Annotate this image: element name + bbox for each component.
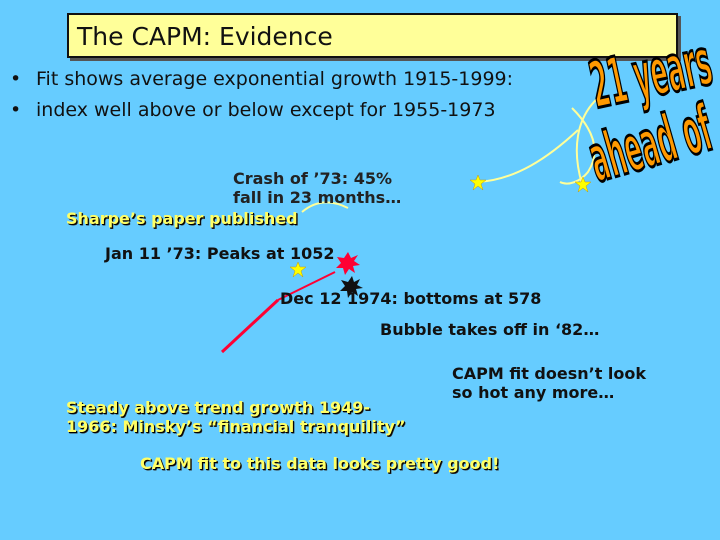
connector-curve [477, 129, 579, 183]
bullet-item: • Fit shows average exponential growth 19… [10, 68, 513, 90]
slide-title: The CAPM: Evidence [77, 22, 333, 51]
star-icon [469, 174, 487, 191]
trend-line [277, 271, 336, 301]
peak-burst-icon [336, 252, 360, 275]
bottom-burst-icon [340, 276, 363, 298]
bullet-dot-icon: • [10, 99, 22, 121]
capm-good-note: CAPM fit to this data looks pretty good! [140, 454, 500, 473]
steady-note: Steady above trend growth 1949- 1966: Mi… [66, 398, 405, 436]
bullet-dot-icon: • [10, 68, 22, 90]
bullet-text: Fit shows average exponential growth 191… [36, 68, 514, 90]
bottom-note: Dec 12 1974: bottoms at 578 [280, 289, 542, 308]
star-icon [574, 176, 592, 193]
crash-note-line: fall in 23 months… [233, 188, 402, 207]
connector-curve [301, 201, 349, 213]
capm-hot-line: so hot any more… [452, 383, 615, 402]
peak-note: Jan 11 ’73: Peaks at 1052 [105, 244, 335, 263]
sharpe-note: Sharpe’s paper published [66, 209, 298, 228]
bubble-note: Bubble takes off in ‘82… [380, 320, 600, 339]
crash-note: Crash of ’73: 45% fall in 23 months… [233, 169, 401, 207]
crash-note-line: Crash of ’73: 45% [233, 169, 393, 188]
steady-note-line: 1966: Minsky’s “financial tranquility” [66, 417, 406, 436]
capm-hot-note: CAPM fit doesn’t look so hot any more… [452, 364, 646, 402]
capm-hot-line: CAPM fit doesn’t look [452, 364, 647, 383]
title-box: The CAPM: Evidence [67, 13, 678, 58]
connector-curve [575, 97, 599, 185]
bullet-text: index well above or below except for 195… [36, 99, 496, 121]
bullet-item: • index well above or below except for 19… [10, 99, 496, 121]
trend-line [220, 298, 280, 354]
connector-curve [559, 107, 596, 185]
steady-note-line: Steady above trend growth 1949- [66, 398, 371, 417]
star-icon [289, 261, 307, 278]
